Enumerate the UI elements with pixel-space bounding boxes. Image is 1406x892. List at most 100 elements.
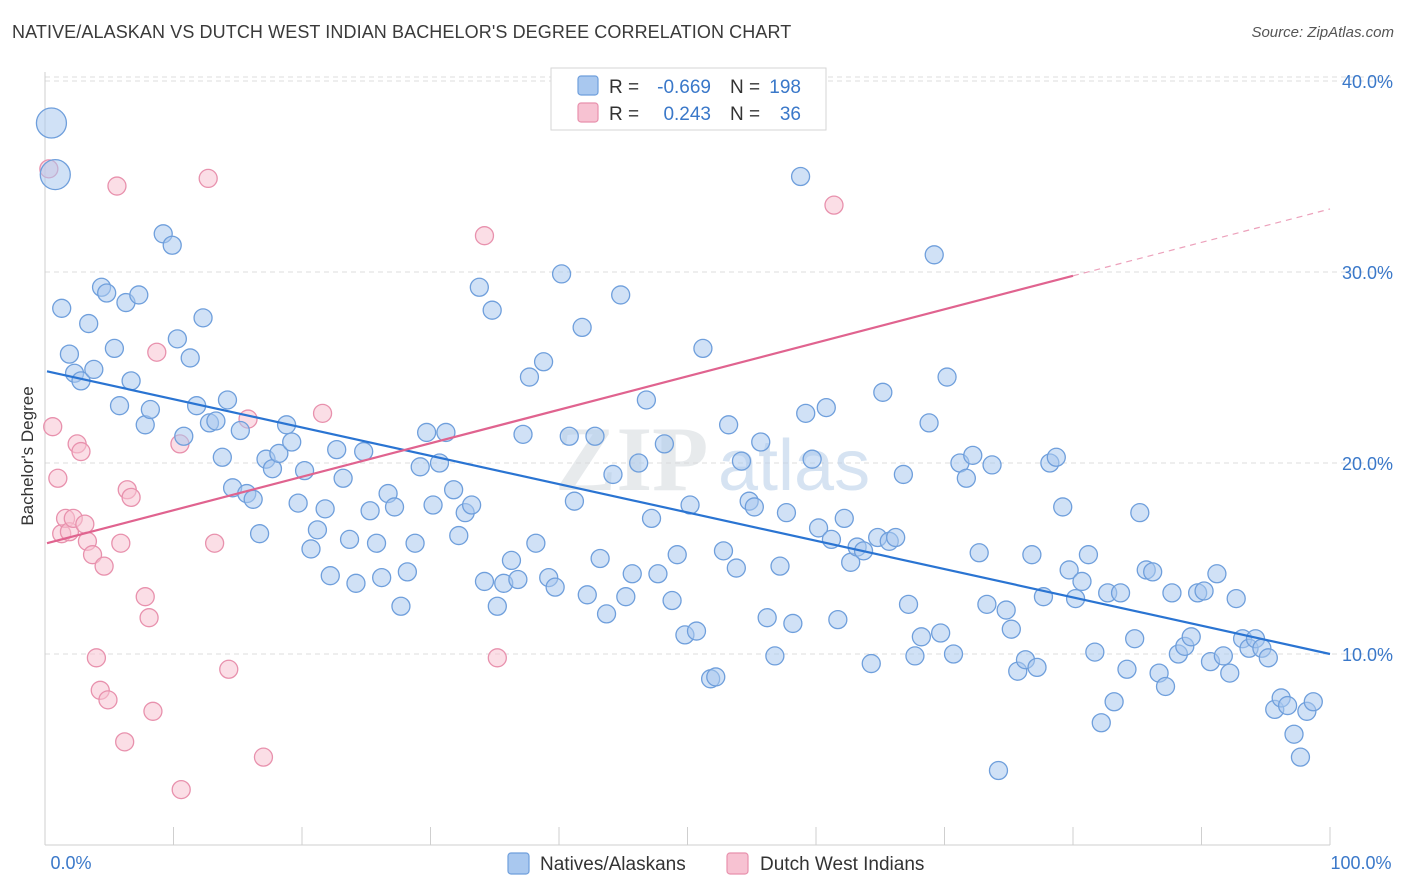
natives-alaskans-point: [301, 539, 321, 559]
x-axis-ticks: [44, 827, 1331, 845]
dutch-west-indians-point: [487, 648, 507, 668]
natives-alaskans-point: [1027, 657, 1047, 678]
dutch-west-indians-point: [474, 226, 495, 246]
dutch-west-indians-point: [312, 403, 333, 423]
dutch-west-indians-point: [48, 468, 68, 488]
natives-alaskans-point: [449, 525, 469, 546]
natives-alaskans-point: [508, 569, 528, 590]
natives-alaskans-point: [590, 548, 610, 569]
natives-alaskans-point: [513, 424, 533, 445]
natives-alaskans-point: [751, 432, 771, 452]
natives-alaskans-point: [482, 300, 502, 320]
dutch-west-indians-point: [198, 168, 218, 189]
natives-alaskans-point: [718, 415, 739, 435]
stats-legend-n-value-1: 198: [769, 77, 801, 98]
natives-alaskans-point: [52, 298, 72, 318]
natives-alaskans-point: [943, 644, 964, 664]
natives-alaskans-point: [79, 313, 99, 334]
dutch-west-indians-point: [824, 195, 844, 215]
stats-legend-r-value-2: 0.243: [663, 104, 711, 125]
natives-alaskans-point: [339, 529, 360, 550]
natives-alaskans-point: [416, 422, 437, 443]
natives-alaskans-point: [519, 367, 540, 387]
natives-alaskans-point: [249, 524, 270, 544]
natives-alaskans-point: [1022, 545, 1042, 565]
natives-alaskans-point: [288, 493, 308, 513]
natives-alaskans-point: [893, 464, 914, 485]
dutch-west-indians-point: [98, 690, 118, 710]
natives-alaskans-point: [1207, 564, 1227, 584]
natives-alaskans-point: [1117, 659, 1137, 679]
natives-alaskans-point: [1125, 629, 1145, 649]
natives-alaskans-point: [977, 594, 997, 614]
natives-alaskans-point: [97, 283, 117, 303]
natives-alaskans-point: [391, 596, 411, 616]
natives-alaskans-point: [333, 468, 353, 488]
stats-legend-n-value-2: 36: [780, 104, 801, 125]
natives-alaskans-point: [366, 533, 387, 553]
stats-legend-r-label-2: R =: [609, 104, 639, 125]
natives-alaskans-point: [616, 587, 636, 607]
natives-alaskans-point: [564, 491, 585, 511]
natives-alaskans-point: [217, 390, 238, 410]
natives-alaskans-point: [193, 308, 213, 328]
natives-alaskans-point: [360, 501, 380, 521]
dutch-west-indians-point: [121, 487, 141, 508]
natives-alaskans-point: [783, 613, 803, 634]
natives-alaskans-point: [911, 627, 932, 647]
natives-alaskans-point: [397, 562, 418, 582]
natives-alaskans-point: [919, 413, 939, 433]
natives-alaskans-point: [423, 495, 443, 515]
natives-alaskans-point: [1091, 713, 1111, 733]
y-axis-tick-labels: 10.0% 20.0% 30.0% 40.0%: [1342, 72, 1393, 665]
natives-alaskans-point: [129, 285, 149, 305]
natives-alaskans-point: [1143, 562, 1163, 582]
natives-alaskans-point: [1046, 447, 1066, 467]
natives-alaskans-point: [474, 571, 495, 592]
dutch-west-indians-trendline-extension: [1072, 208, 1331, 277]
natives-alaskans-point: [667, 545, 687, 565]
natives-alaskans-point: [802, 449, 822, 469]
natives-alaskans-point: [757, 608, 777, 628]
dutch-west-indians-point: [71, 441, 91, 462]
natives-alaskans-point: [622, 564, 642, 584]
natives-alaskans-point: [585, 426, 605, 446]
natives-alaskans-point: [886, 527, 906, 548]
natives-alaskans-point: [140, 399, 161, 420]
natives-alaskans-point: [641, 508, 662, 529]
natives-alaskans-point: [487, 596, 507, 616]
natives-alaskans-point: [963, 445, 983, 466]
natives-alaskans-point: [533, 352, 554, 372]
natives-alaskans-point: [559, 426, 579, 446]
natives-alaskans-point: [796, 403, 816, 423]
natives-alaskans-point: [1194, 581, 1214, 601]
natives-alaskans-point: [982, 455, 1002, 475]
natives-alaskans-point: [1226, 588, 1246, 609]
natives-alaskans-point: [1104, 692, 1124, 712]
natives-alaskans-point: [1110, 583, 1131, 603]
natives-alaskans-point: [545, 577, 565, 597]
legend-label-dutch-west-indians: Dutch West Indians: [760, 854, 924, 875]
natives-alaskans-point: [269, 443, 289, 464]
natives-alaskans-point: [1213, 646, 1233, 666]
legend-swatch-natives: [507, 852, 530, 875]
stats-legend-r-value-1: -0.669: [657, 77, 711, 98]
natives-alaskans-point: [174, 426, 194, 446]
natives-alaskans-point: [282, 432, 302, 452]
natives-alaskans-point: [243, 489, 263, 509]
natives-alaskans-point: [320, 566, 340, 586]
dutch-west-indians-point: [253, 747, 274, 767]
chart-title: NATIVE/ALASKAN VS DUTCH WEST INDIAN BACH…: [12, 22, 792, 42]
dutch-west-indians-point: [139, 608, 159, 628]
stats-legend-swatch-blue: [577, 75, 599, 96]
natives-alaskans-point: [776, 503, 797, 523]
natives-alaskans-point: [307, 520, 328, 540]
natives-alaskans-point: [969, 543, 989, 563]
natives-alaskans-point: [937, 367, 957, 387]
x-tick-label-0: 0.0%: [50, 853, 91, 873]
natives-alaskans-point: [109, 396, 130, 416]
natives-alaskans-point: [501, 550, 522, 571]
natives-alaskans-point: [1130, 503, 1150, 523]
natives-alaskans-point: [654, 434, 675, 454]
